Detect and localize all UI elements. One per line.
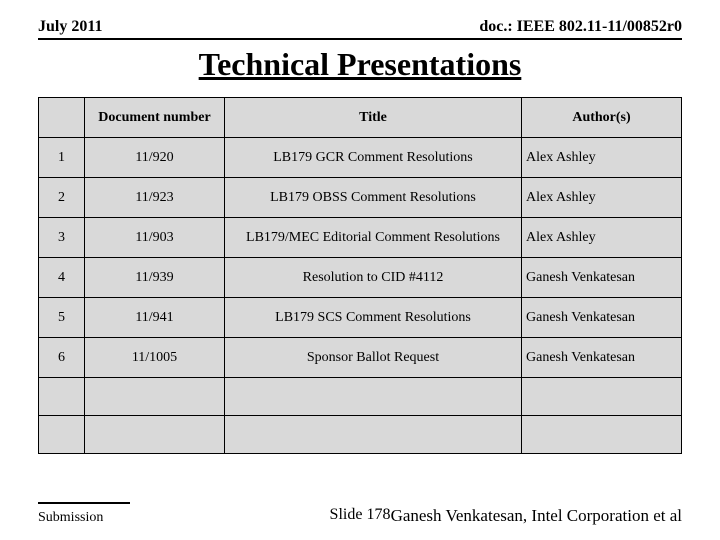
header-bar: July 2011 doc.: IEEE 802.11-11/00852r0 (38, 18, 682, 40)
cell-docnum (85, 378, 225, 416)
cell-title (225, 378, 522, 416)
cell-author: Ganesh Venkatesan (522, 298, 682, 338)
cell-docnum: 11/939 (85, 258, 225, 298)
cell-docnum: 11/1005 (85, 338, 225, 378)
cell-docnum: 11/920 (85, 138, 225, 178)
cell-index: 4 (39, 258, 85, 298)
presentations-table: Document number Title Author(s) 1 11/920… (38, 97, 682, 454)
table-row: 5 11/941 LB179 SCS Comment Resolutions G… (39, 298, 682, 338)
cell-title (225, 416, 522, 454)
footer-author: Ganesh Venkatesan, Intel Corporation et … (391, 506, 682, 526)
page-title: Technical Presentations (38, 46, 682, 83)
footer-submission: Submission (38, 510, 103, 526)
table-row: 6 11/1005 Sponsor Ballot Request Ganesh … (39, 338, 682, 378)
cell-author (522, 378, 682, 416)
cell-docnum: 11/923 (85, 178, 225, 218)
col-title: Title (225, 98, 522, 138)
cell-title: LB179 SCS Comment Resolutions (225, 298, 522, 338)
cell-author: Alex Ashley (522, 178, 682, 218)
cell-title: LB179 GCR Comment Resolutions (225, 138, 522, 178)
cell-title: Sponsor Ballot Request (225, 338, 522, 378)
col-docnum: Document number (85, 98, 225, 138)
table-row: 3 11/903 LB179/MEC Editorial Comment Res… (39, 218, 682, 258)
cell-docnum (85, 416, 225, 454)
col-index (39, 98, 85, 138)
header-docnum: doc.: IEEE 802.11-11/00852r0 (479, 18, 682, 36)
cell-author (522, 416, 682, 454)
table-row (39, 378, 682, 416)
table-header-row: Document number Title Author(s) (39, 98, 682, 138)
cell-author: Alex Ashley (522, 218, 682, 258)
cell-index: 6 (39, 338, 85, 378)
cell-index (39, 378, 85, 416)
cell-docnum: 11/941 (85, 298, 225, 338)
table-row (39, 416, 682, 454)
footer-slide-number: Slide 178 (330, 506, 391, 524)
cell-author: Ganesh Venkatesan (522, 338, 682, 378)
cell-docnum: 11/903 (85, 218, 225, 258)
cell-index: 3 (39, 218, 85, 258)
table-row: 2 11/923 LB179 OBSS Comment Resolutions … (39, 178, 682, 218)
cell-index: 1 (39, 138, 85, 178)
cell-author: Ganesh Venkatesan (522, 258, 682, 298)
cell-title: LB179 OBSS Comment Resolutions (225, 178, 522, 218)
table-row: 1 11/920 LB179 GCR Comment Resolutions A… (39, 138, 682, 178)
header-date: July 2011 (38, 18, 102, 36)
cell-title: LB179/MEC Editorial Comment Resolutions (225, 218, 522, 258)
cell-title: Resolution to CID #4112 (225, 258, 522, 298)
col-author: Author(s) (522, 98, 682, 138)
cell-author: Alex Ashley (522, 138, 682, 178)
table-row: 4 11/939 Resolution to CID #4112 Ganesh … (39, 258, 682, 298)
footer-bar: Submission Slide 178 Ganesh Venkatesan, … (38, 502, 682, 526)
footer-rule (38, 502, 130, 504)
cell-index (39, 416, 85, 454)
cell-index: 2 (39, 178, 85, 218)
cell-index: 5 (39, 298, 85, 338)
